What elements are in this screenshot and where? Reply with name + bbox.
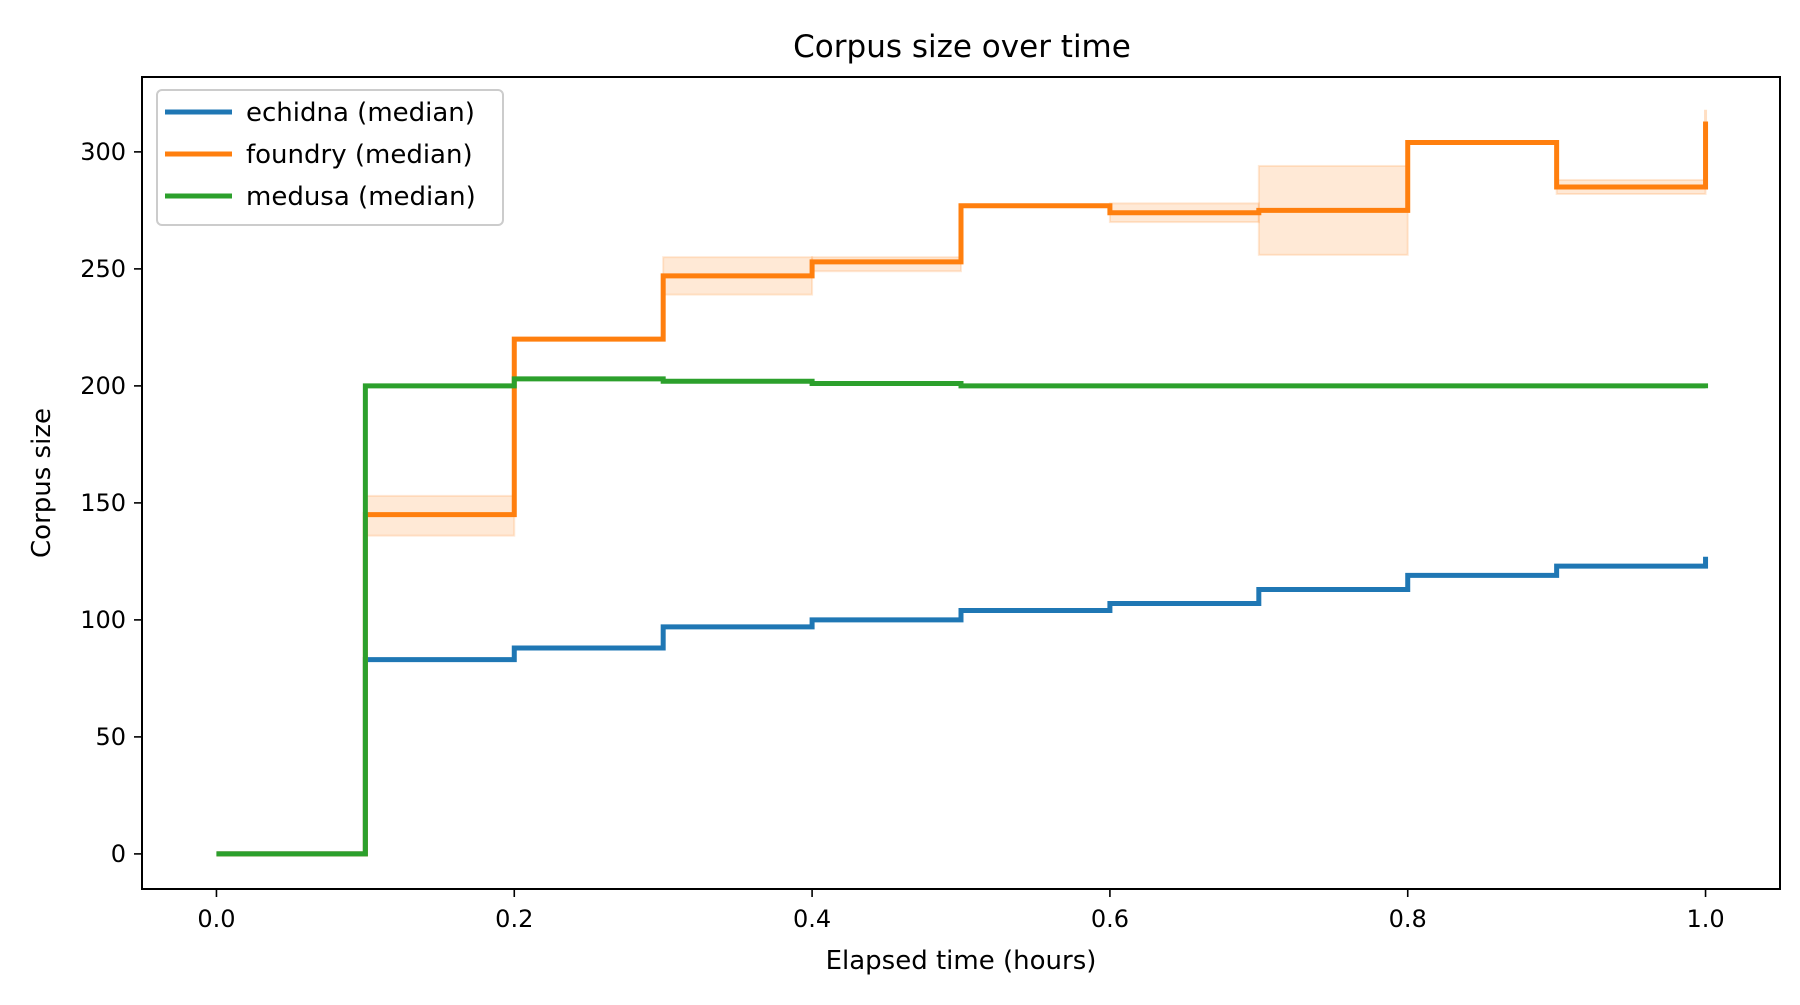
- y-tick-label: 0: [111, 840, 126, 868]
- x-tick-label: 0.0: [197, 905, 235, 933]
- y-tick-label: 100: [80, 606, 126, 634]
- x-axis-label: Elapsed time (hours): [826, 946, 1097, 976]
- legend-frame: [156, 89, 504, 226]
- echidna-series-line: [216, 556, 1709, 857]
- plot-frame: [141, 76, 1781, 890]
- foundry-series-line: [216, 121, 1709, 857]
- y-tick-label: 200: [80, 372, 126, 400]
- series-lines: [216, 121, 1709, 857]
- x-axis-ticks: 0.0 0.2 0.4 0.6 0.8 1.0: [197, 889, 1725, 933]
- x-tick-label: 0.2: [495, 905, 533, 933]
- foundry-legend-label: foundry (median): [246, 140, 473, 170]
- y-axis-label: Corpus size: [27, 408, 57, 558]
- y-axis-ticks: 0 50 100 150 200 250 300: [80, 138, 142, 868]
- legend-items: echidna (median) foundry (median) medusa (…: [165, 98, 476, 212]
- x-tick-label: 0.6: [1091, 905, 1129, 933]
- confidence-bands: [364, 109, 1708, 537]
- y-tick-label: 50: [95, 723, 126, 751]
- y-tick-label: 300: [80, 138, 126, 166]
- medusa-legend-label: medusa (median): [246, 182, 476, 212]
- y-tick-label: 250: [80, 255, 126, 283]
- echidna-legend-label: echidna (median): [246, 98, 475, 128]
- chart-title: Corpus size over time: [793, 29, 1131, 65]
- legend: echidna (median) foundry (median) medusa (…: [156, 89, 504, 226]
- medusa-series-line: [216, 376, 1709, 857]
- x-tick-label: 0.8: [1389, 905, 1427, 933]
- y-tick-label: 150: [80, 489, 126, 517]
- x-tick-label: 0.4: [793, 905, 831, 933]
- x-tick-label: 1.0: [1686, 905, 1724, 933]
